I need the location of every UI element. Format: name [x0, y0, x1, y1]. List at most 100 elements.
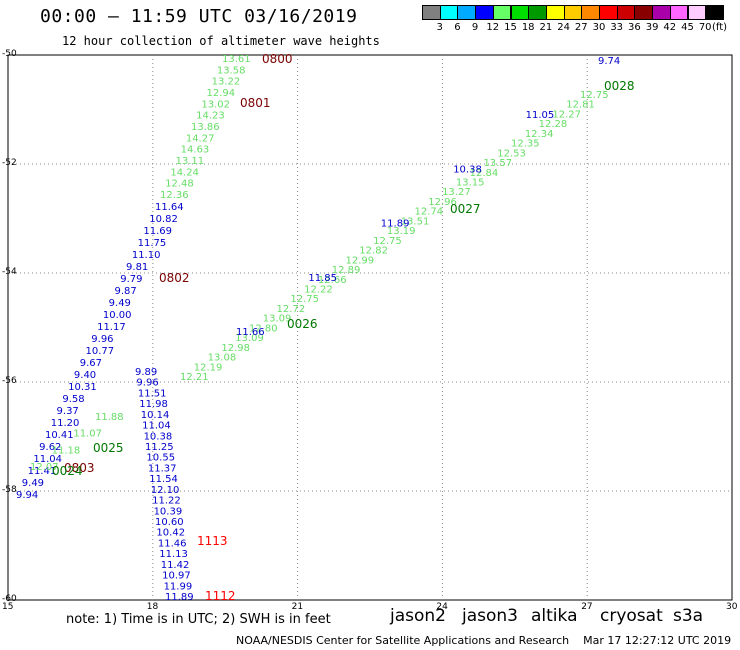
wave-height-value: 11.20	[51, 418, 80, 429]
wave-height-value: 11.42	[161, 560, 190, 571]
wave-height-value: 12.72	[277, 304, 306, 315]
wave-height-value: 12.98	[221, 343, 250, 354]
wave-height-value: 10.42	[156, 528, 185, 539]
latitude-label: -54	[2, 267, 17, 277]
wave-height-value: 12.82	[359, 246, 388, 257]
wave-height-value: 13.15	[456, 178, 485, 189]
wave-height-value: 12.48	[165, 179, 194, 190]
wave-height-value: 12.89	[332, 265, 361, 276]
wave-height-value: 11.13	[159, 549, 188, 560]
wave-height-value: 12.28	[539, 119, 568, 130]
wave-height-value: 11.37	[148, 463, 177, 474]
wave-height-value: 11.98	[139, 399, 168, 410]
pass-label: 0803	[64, 461, 95, 475]
credit-timestamp: Mar 17 12:27:12 UTC 2019	[583, 634, 732, 647]
wave-height-value: 12.07	[30, 462, 59, 473]
pass-label: 0801	[240, 96, 271, 110]
page-title: 00:00 – 11:59 UTC 03/16/2019	[40, 6, 358, 27]
wave-height-value: 9.96	[136, 378, 158, 389]
longitude-label: 27	[581, 602, 593, 612]
colorbar-tick-label: 39	[645, 22, 659, 33]
wave-height-value: 12.84	[470, 168, 499, 179]
colorbar-tick-label: 9	[471, 22, 479, 33]
colorbar-tick-label: 45	[681, 22, 694, 33]
colorbar-tick-label: 18	[521, 22, 535, 33]
wave-height-value: 12.75	[290, 294, 319, 305]
wave-height-value: 11.10	[132, 250, 161, 261]
latitude-label: -60	[2, 594, 17, 604]
wave-height-value: 11.69	[143, 226, 172, 237]
colorbar-tick-label: 30	[592, 22, 606, 33]
latitude-label: -58	[2, 485, 17, 495]
longitude-label: 24	[436, 602, 448, 612]
legend-s3a: s3a	[673, 606, 704, 626]
wave-height-value: 14.27	[186, 133, 215, 144]
colorbar-tick-label: 3	[436, 22, 443, 33]
wave-height-value: 11.17	[97, 322, 126, 333]
wave-height-value: 12.53	[497, 148, 526, 159]
wave-height-value: 12.34	[525, 129, 554, 140]
pass-label: 1112	[205, 589, 236, 603]
wave-height-value: 11.04	[142, 421, 171, 432]
colorbar-tick-label: 24	[557, 22, 570, 33]
wave-height-value: 13.02	[201, 99, 230, 110]
wave-height-value: 13.86	[191, 122, 220, 133]
wave-height-value: 14.24	[170, 167, 199, 178]
colorbar-tick-label: 42	[663, 22, 677, 33]
wave-height-value: 9.58	[62, 394, 84, 405]
wave-height-value: 9.62	[39, 442, 61, 453]
wave-height-value: 11.07	[73, 429, 102, 440]
wave-height-value: 13.27	[442, 187, 471, 198]
wave-height-value: 12.99	[346, 255, 375, 266]
latitude-label: -52	[2, 158, 17, 168]
wave-height-value: 9.74	[598, 56, 620, 67]
wave-height-value: 11.88	[95, 412, 124, 423]
latitude-label: -50	[2, 49, 17, 59]
wave-height-value: 10.60	[155, 517, 184, 528]
wave-height-value: 10.00	[103, 310, 132, 321]
wave-height-value: 12.66	[318, 275, 347, 286]
wave-height-value: 12.35	[511, 139, 540, 150]
pass-label: 1113	[197, 534, 228, 548]
credit-text: NOAA/NESDIS Center for Satellite Applica…	[236, 634, 570, 647]
wave-height-value: 9.81	[126, 262, 148, 273]
colorbar-tick-label: 15	[504, 22, 517, 33]
longitude-label: 18	[146, 602, 159, 612]
longitude-label: 30	[726, 602, 738, 612]
pass-label: 0027	[450, 202, 481, 216]
pass-label: 0025	[93, 441, 124, 455]
wave-height-value: 9.79	[120, 274, 142, 285]
colorbar-unit-label: (ft)	[712, 22, 728, 33]
latitude-label: -56	[2, 376, 17, 386]
wave-height-value: 13.57	[483, 158, 512, 169]
wave-height-value: 12.74	[414, 207, 443, 218]
wave-height-value: 10.55	[146, 453, 175, 464]
wave-height-value: 11.18	[52, 445, 81, 456]
wave-height-value: 9.40	[74, 370, 96, 381]
colorbar-tick-label: 6	[454, 22, 461, 33]
wave-height-value: 11.46	[158, 538, 187, 549]
footer-note: note: 1) Time is in UTC; 2) SWH is in fe…	[66, 612, 331, 627]
wave-height-value: 11.89	[381, 219, 410, 230]
wave-height-value: 9.49	[22, 478, 44, 489]
wave-height-value: 10.77	[86, 346, 115, 357]
colorbar-tick-label: 70	[698, 22, 712, 33]
wave-height-value: 12.36	[160, 190, 189, 201]
wave-height-value: 13.09	[235, 333, 264, 344]
pass-label: 0800	[262, 52, 293, 66]
wave-height-value: 12.75	[580, 90, 609, 101]
wave-height-value: 11.51	[138, 388, 167, 399]
wave-height-value: 11.89	[165, 592, 194, 603]
wave-height-value: 11.22	[152, 496, 181, 507]
colorbar-swatch	[705, 5, 724, 20]
wave-height-value: 13.51	[401, 216, 430, 227]
wave-height-value: 12.94	[207, 88, 236, 99]
wave-height-value: 13.09	[263, 314, 292, 325]
wave-height-value: 11.85	[308, 273, 337, 284]
wave-height-value: 12.27	[552, 109, 581, 120]
wave-height-value: 12.19	[194, 362, 223, 373]
colorbar-tick-label: 36	[628, 22, 641, 33]
wave-height-value: 13.22	[212, 77, 241, 88]
